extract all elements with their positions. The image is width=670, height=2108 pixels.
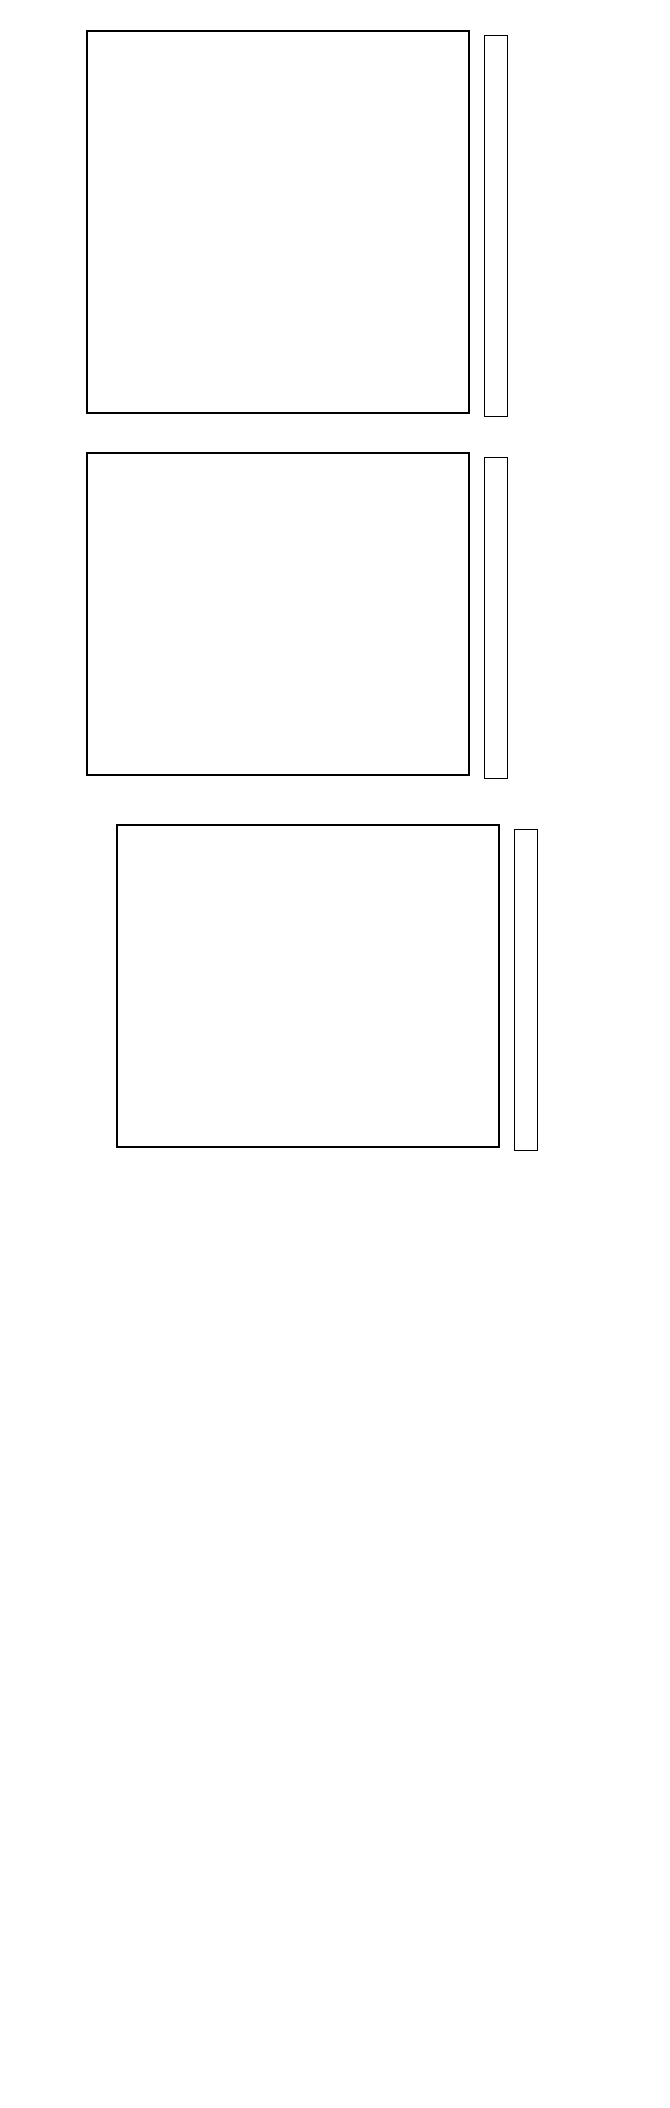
colorbar-wrap-a bbox=[484, 35, 514, 417]
annotation-1 bbox=[130, 1166, 650, 1192]
bracket-svg bbox=[20, 826, 650, 1146]
heatmap-a bbox=[86, 30, 470, 414]
panel-a bbox=[20, 30, 650, 422]
panel-c bbox=[20, 824, 650, 1228]
colorbar-a bbox=[484, 35, 508, 417]
heatmap-b bbox=[86, 452, 470, 776]
colorbar-wrap-b bbox=[484, 457, 514, 779]
heatmap-canvas-b bbox=[88, 454, 468, 774]
heatmap-canvas-a bbox=[88, 32, 468, 412]
annotation-area bbox=[50, 1166, 650, 1228]
colorbar-b bbox=[484, 457, 508, 779]
plot-row-a bbox=[50, 30, 650, 422]
annotation-2 bbox=[130, 1202, 650, 1228]
plot-row-b bbox=[50, 452, 650, 784]
panel-b bbox=[20, 452, 650, 784]
